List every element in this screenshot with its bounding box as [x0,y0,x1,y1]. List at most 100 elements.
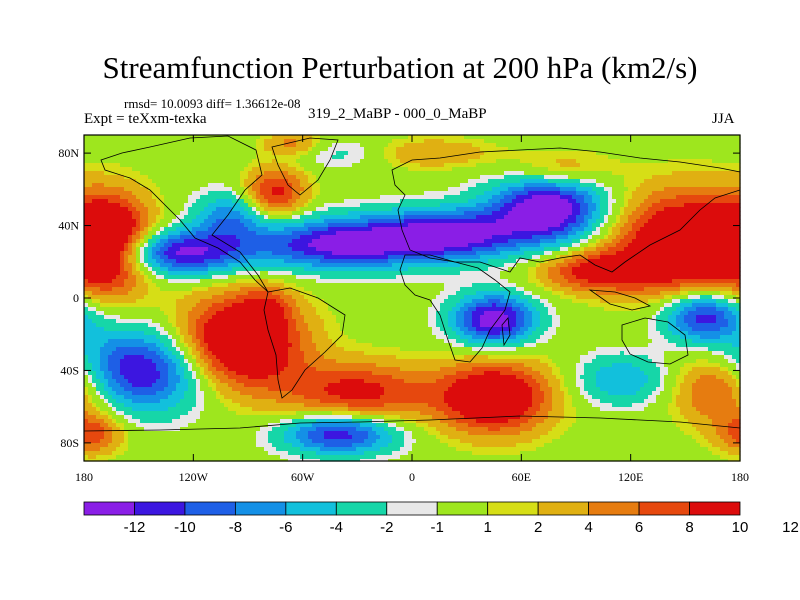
contour-cell [276,299,285,304]
contour-cell [308,203,325,208]
contour-cell [100,359,109,364]
contour-cell [84,415,97,420]
contour-cell [672,303,681,308]
contour-cell [296,327,309,332]
colorbar-swatch [234,501,287,516]
contour-cell [152,195,165,200]
contour-cell [524,379,537,384]
contour-cell [580,387,585,392]
contour-cell [456,371,485,376]
contour-cell [188,195,201,200]
contour-cell [104,375,113,380]
contour-cell [116,407,133,412]
contour-cell [588,255,601,260]
contour-cell [200,371,205,376]
contour-cell [544,283,561,288]
contour-cell [576,367,585,372]
contour-cell [192,339,201,344]
contour-cell [172,391,185,396]
contour-cell [516,323,525,328]
contour-cell [544,247,561,252]
contour-cell [428,307,441,312]
contour-cell [204,259,225,264]
contour-cell [184,239,241,244]
contour-cell [552,315,561,320]
contour-cell [680,291,689,296]
contour-cell [300,335,313,340]
contour-cell [144,243,149,248]
coastline-eurasia [391,147,741,273]
contour-cell [348,335,437,340]
contour-cell [380,195,445,200]
contour-cell [648,395,657,400]
contour-cell [256,251,273,256]
contour-cell [680,407,697,412]
contour-cell [648,375,661,380]
contour-cell [88,399,93,404]
contour-cell [200,315,213,320]
contour-cell [688,291,721,296]
contour-cell [304,403,349,408]
contour-cell [360,411,421,416]
contour-cell [404,379,437,384]
contour-cell [508,187,525,192]
contour-cell [248,203,257,208]
contour-cell [552,427,569,432]
contour-cell [360,159,389,164]
contour-cell [564,403,573,408]
contour-cell [368,219,405,224]
contour-cell [464,303,477,308]
contour-cell [588,391,609,396]
contour-cell [312,291,441,296]
x-tick-label: 0 [409,470,415,484]
contour-cell [304,219,325,224]
contour-cell [172,243,241,248]
contour-cell [608,207,613,212]
contour-cell [656,387,665,392]
contour-cell [112,427,121,432]
contour-cell [484,239,509,244]
contour-cell [328,331,345,336]
contour-cell [156,343,165,348]
contour-cell [260,207,265,212]
contour-cell [728,431,741,436]
contour-cell [352,415,385,420]
contour-cell [556,327,649,332]
contour-cell [272,159,277,164]
contour-cell [100,363,109,368]
contour-cell [256,435,269,440]
contour-cell [296,167,305,172]
contour-cell [552,231,569,236]
contour-cell [164,359,173,364]
contour-cell [364,439,377,444]
contour-cell [112,287,133,292]
contour-cell [672,311,681,316]
contour-cell [200,343,209,348]
contour-cell [556,307,605,312]
contour-cell [460,191,485,196]
contour-cell [176,259,205,264]
contour-cell [316,159,361,164]
contour-cell [488,335,501,340]
contour-cell [112,415,125,420]
contour-cell [84,259,121,264]
contour-cell [412,431,429,436]
contour-cell [220,399,233,404]
contour-cell [536,271,549,276]
contour-cell [728,319,737,324]
contour-cell [156,203,165,208]
contour-cell [480,147,509,152]
contour-cell [560,187,577,192]
contour-cell [508,267,529,272]
contour-cell [464,315,473,320]
contour-cell [160,187,201,192]
contour-cell [532,427,553,432]
contour-cell [156,219,161,224]
contour-cell [168,271,209,276]
contour-cell [616,223,625,228]
contour-cell [436,323,449,328]
contour-cell [216,383,229,388]
contour-cell [88,419,105,424]
contour-cell [264,143,285,148]
contour-cell [288,243,309,248]
